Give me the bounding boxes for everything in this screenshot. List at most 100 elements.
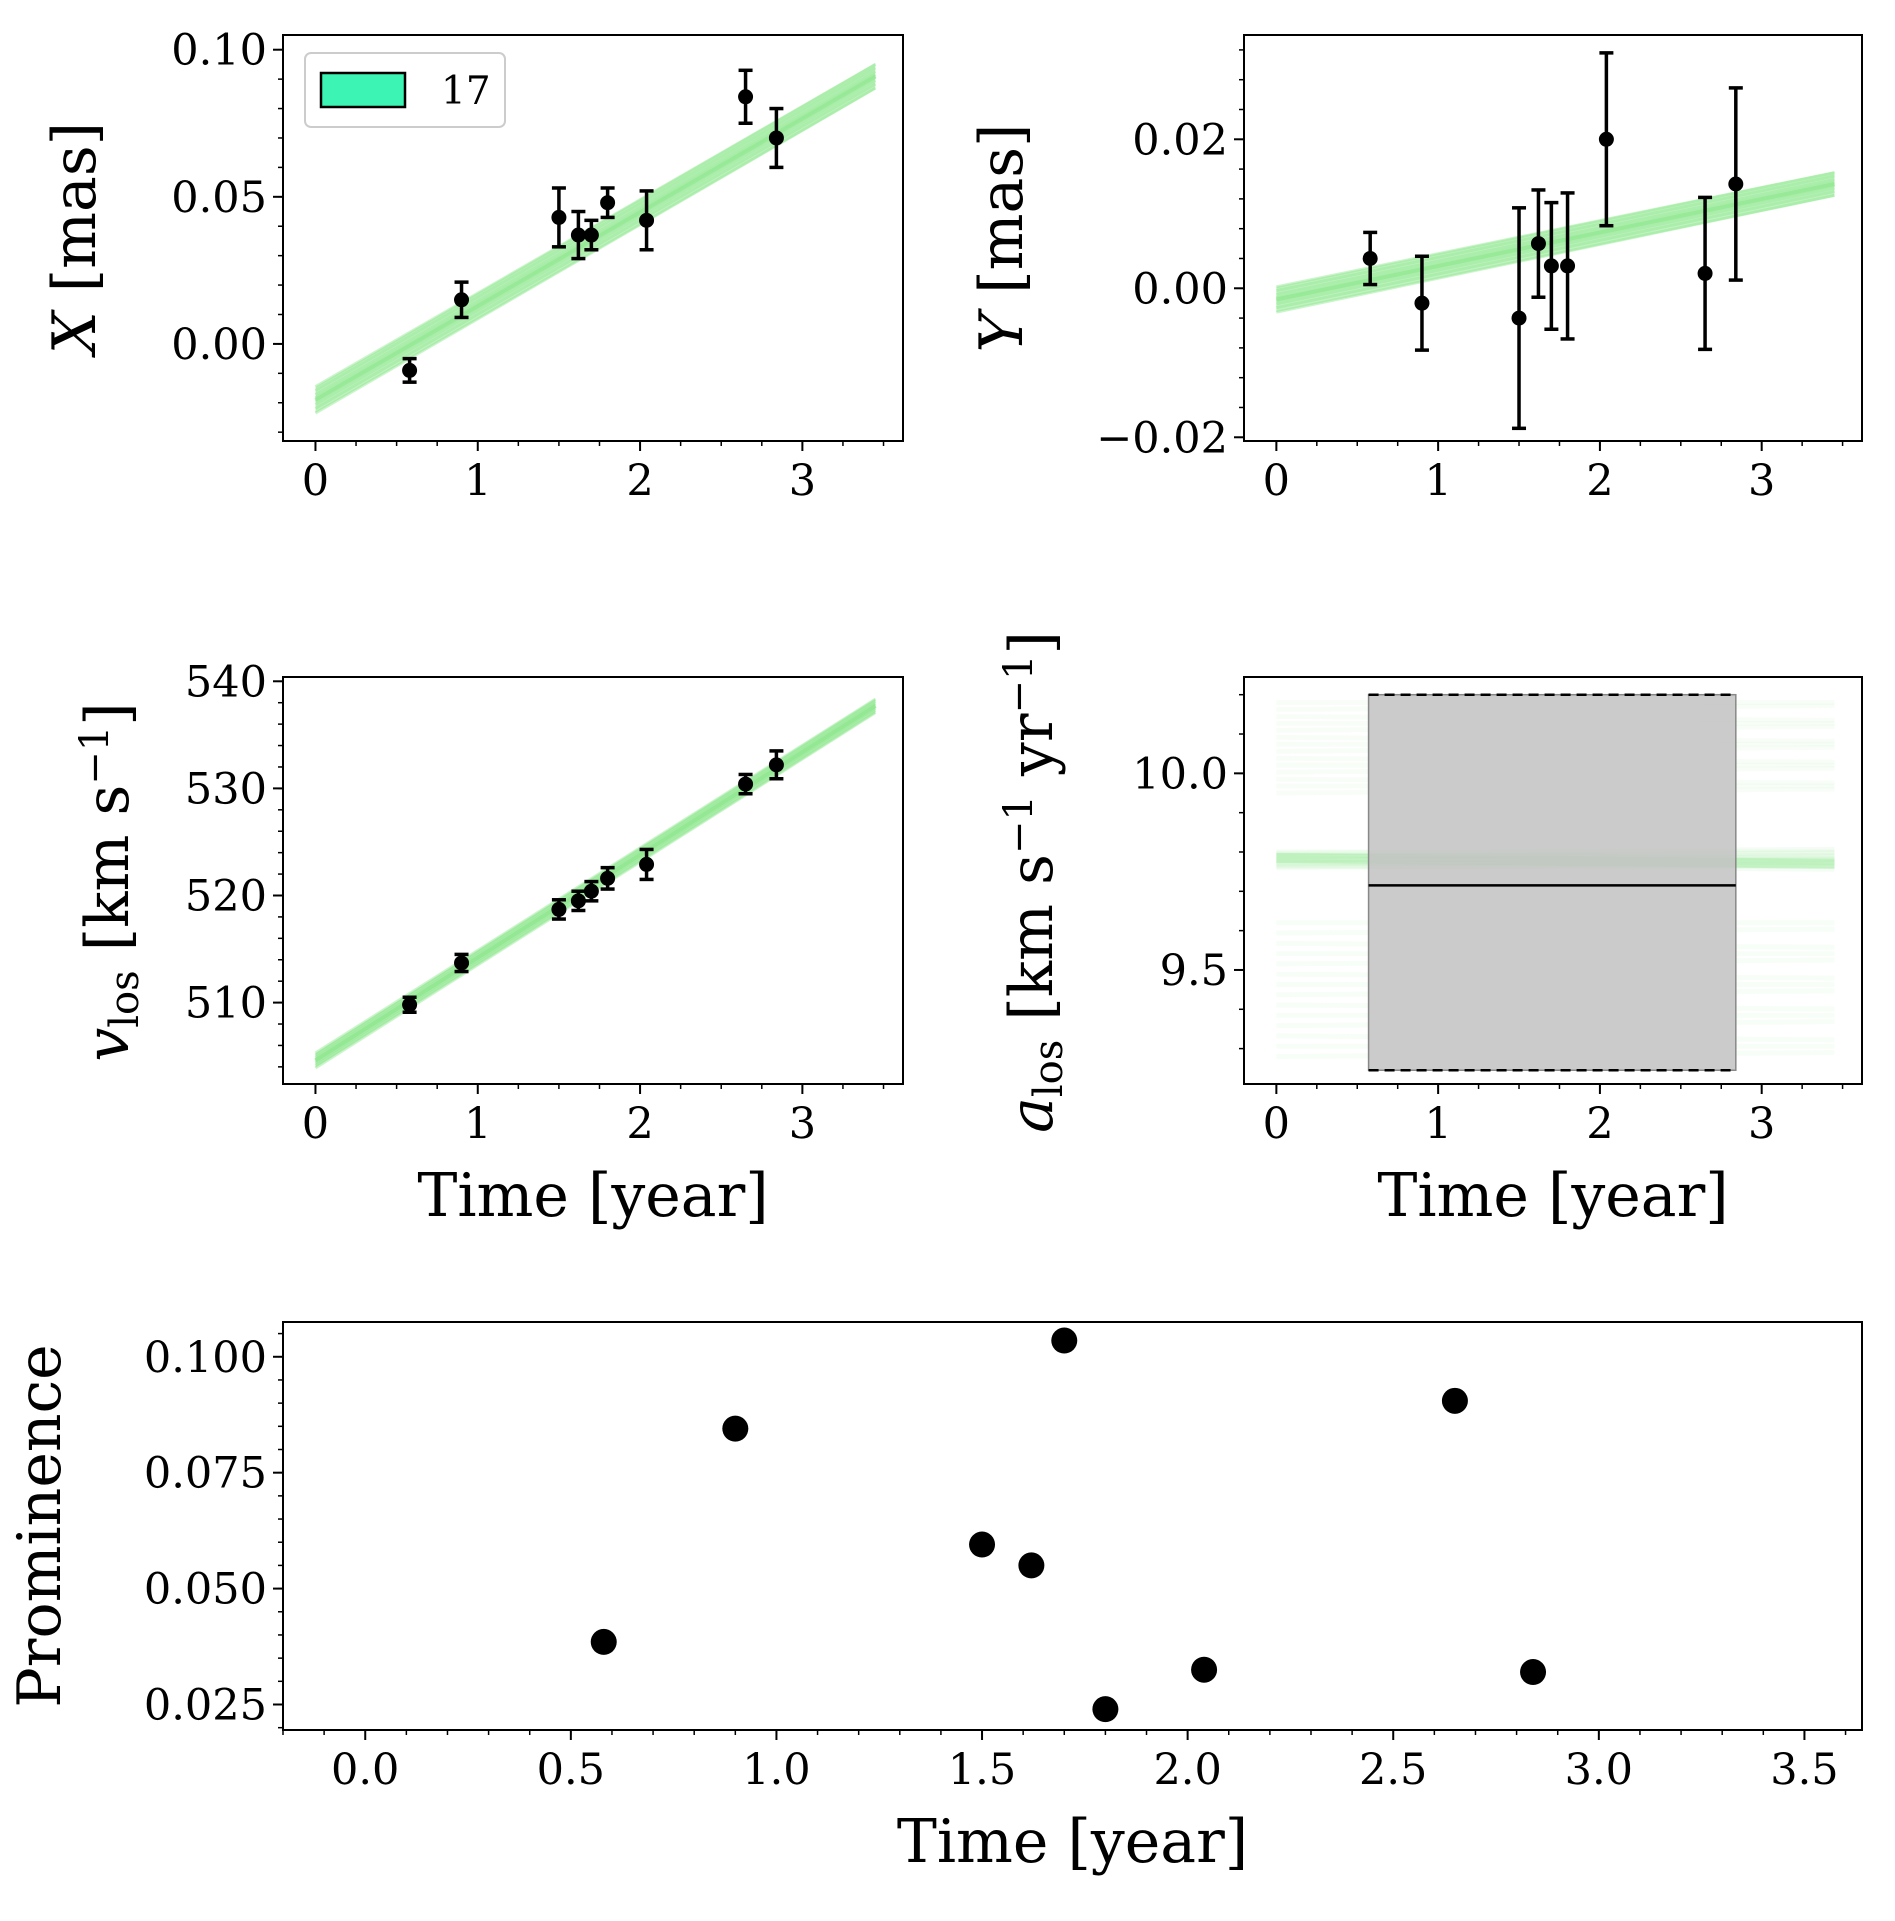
data-point <box>600 195 616 211</box>
x-axis-title: Time [year] <box>417 1161 768 1231</box>
y-tick-label: 0.100 <box>144 1333 267 1383</box>
y-axis-title: alos [km s−1 yr−1] <box>996 631 1072 1133</box>
x-tick-label: 2 <box>1586 456 1613 506</box>
fit-sample-line <box>314 82 877 410</box>
data-point <box>1520 1659 1547 1686</box>
y-tick-label: 9.5 <box>1160 946 1228 996</box>
data-point <box>402 997 418 1013</box>
data-point <box>1441 1387 1468 1414</box>
x-tick-label: 2 <box>1586 1099 1613 1149</box>
fit-sample-line <box>1276 189 1835 310</box>
fit-sample-line <box>314 79 877 406</box>
data-point <box>1092 1696 1119 1723</box>
y-tick-label: 0.05 <box>171 173 267 223</box>
data-point <box>600 870 616 886</box>
y-title-close: ] <box>73 702 143 725</box>
plot-area <box>1275 51 1835 431</box>
fit-sample-line <box>314 62 877 388</box>
fit-sample-line <box>1276 174 1835 293</box>
y-title-subscript: los <box>102 970 148 1027</box>
x-tick-label: 1.0 <box>742 1745 810 1795</box>
x-tick-label: 0 <box>302 456 329 506</box>
data-point <box>768 757 784 773</box>
data-point <box>639 212 655 228</box>
data-point <box>1511 310 1527 326</box>
panel-x-position: 0 1 2 3 0.00 0.05 0.10 X [mas] 17 <box>40 26 904 506</box>
y-tick-label: 0.025 <box>144 1681 267 1731</box>
x-tick-label: 3 <box>789 456 816 506</box>
y-tick-label: 0.10 <box>171 26 267 76</box>
x-tick-label: 1 <box>464 1099 491 1149</box>
y-tick-label: 510 <box>185 979 267 1029</box>
y-title-subscript: los <box>1026 1040 1072 1097</box>
measurement-band <box>1367 693 1737 1071</box>
data-point <box>1018 1552 1045 1579</box>
y-tick-label: 530 <box>185 764 267 814</box>
axes-frame <box>1243 34 1863 442</box>
data-point <box>1543 258 1559 274</box>
x-tick-label: 1.5 <box>948 1745 1016 1795</box>
x-tick-label: 3.0 <box>1565 1745 1633 1795</box>
x-tick-label: 0 <box>302 1099 329 1149</box>
panel-y-position: 0 1 2 3 −0.02 0.00 0.02 Y [mas] <box>967 34 1863 506</box>
x-axis-title: Time [year] <box>897 1807 1248 1877</box>
y-title-unit: [mas] <box>967 124 1037 313</box>
y-axis-title: Y [mas] <box>967 124 1037 353</box>
plot-area <box>590 1327 1547 1723</box>
y-title-close: ] <box>997 631 1067 654</box>
y-title-variable: v <box>73 1028 143 1062</box>
data-point <box>570 227 586 243</box>
data-point <box>454 955 470 971</box>
x-axis-title: Time [year] <box>1377 1161 1728 1231</box>
plot-area <box>314 697 877 1070</box>
data-point <box>768 130 784 146</box>
y-tick-label: 520 <box>185 871 267 921</box>
fit-sample-line <box>314 697 877 1055</box>
data-point <box>738 89 754 105</box>
legend-swatch <box>319 71 407 109</box>
y-tick-label: 0.00 <box>1132 264 1228 314</box>
x-tick-label: 2 <box>626 1099 653 1149</box>
data-point <box>1191 1656 1218 1683</box>
y-title-variable: X <box>40 309 110 358</box>
y-title-superscript: −1 <box>996 795 1042 854</box>
x-tick-label: 2.5 <box>1359 1745 1427 1795</box>
x-tick-label: 0 <box>1263 1099 1290 1149</box>
legend: 17 <box>304 52 506 128</box>
data-point <box>1414 295 1430 311</box>
data-point <box>551 209 567 225</box>
data-point <box>570 893 586 909</box>
x-tick-label: 0.5 <box>537 1745 605 1795</box>
data-point <box>738 776 754 792</box>
axes-frame <box>282 34 904 442</box>
data-point <box>1362 250 1378 266</box>
data-point <box>722 1415 749 1442</box>
x-tick-label: 3 <box>1748 1099 1775 1149</box>
panel-prominence: 0.0 0.5 1.0 1.5 2.0 2.5 3.0 3.5 0.025 0.050 0.075 0… <box>5 1321 1863 1877</box>
y-title-unit-2: yr <box>997 713 1067 795</box>
x-tick-label: 3 <box>789 1099 816 1149</box>
plot-area <box>314 62 877 415</box>
data-point <box>402 362 418 378</box>
axes-frame <box>282 676 904 1085</box>
data-point <box>454 292 470 308</box>
y-tick-label: 0.075 <box>144 1449 267 1499</box>
x-tick-label: 2 <box>626 456 653 506</box>
data-point <box>551 901 567 917</box>
y-tick-label: 0.02 <box>1132 115 1228 165</box>
y-tick-label: 0.050 <box>144 1565 267 1615</box>
x-tick-label: 3 <box>1748 456 1775 506</box>
y-axis-title: Prominence <box>5 1344 75 1707</box>
data-point <box>590 1628 617 1655</box>
y-title-unit: [mas] <box>40 122 110 311</box>
axes-frame <box>1243 676 1863 1085</box>
x-tick-label: 0 <box>1263 456 1290 506</box>
data-point <box>1530 236 1546 252</box>
data-point <box>583 883 599 899</box>
y-tick-label: −0.02 <box>1096 413 1228 463</box>
y-title-unit: [km s <box>997 854 1067 1040</box>
data-point <box>969 1531 996 1558</box>
y-tick-label: 0.00 <box>171 320 267 370</box>
x-tick-label: 1 <box>464 456 491 506</box>
